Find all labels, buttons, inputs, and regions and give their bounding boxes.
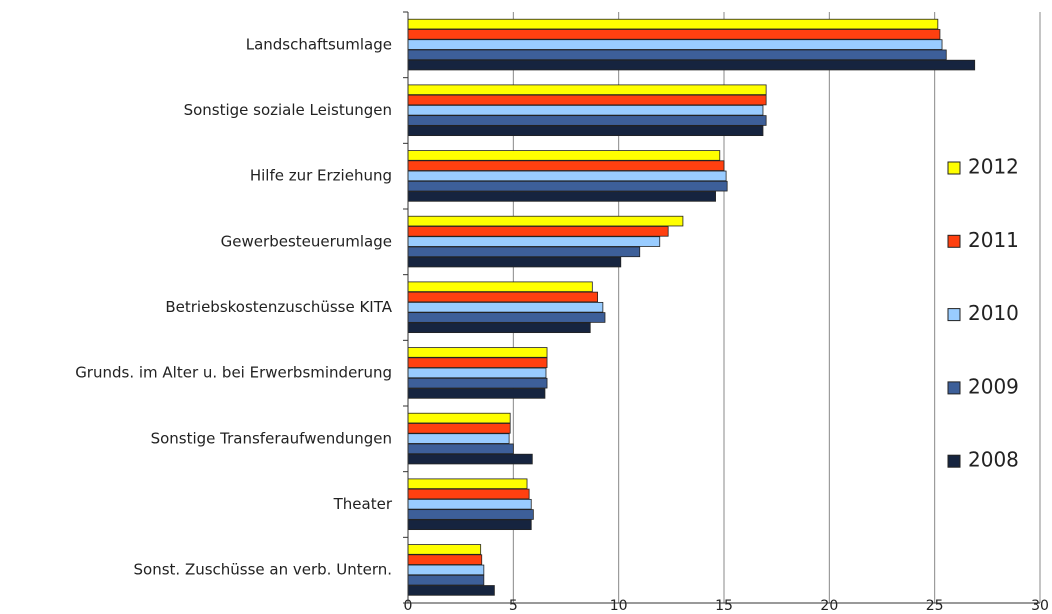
bar <box>407 554 483 565</box>
legend-label: 2011 <box>968 228 1019 252</box>
bar <box>407 170 727 182</box>
bar <box>407 150 721 161</box>
legend-swatch <box>947 381 961 395</box>
bar <box>407 519 532 531</box>
bar <box>407 443 514 455</box>
bar <box>407 94 767 106</box>
bar <box>407 160 725 171</box>
y-tick-label: Theater <box>333 495 393 513</box>
bar <box>407 125 764 137</box>
legend-label: 2008 <box>968 448 1019 472</box>
bar <box>407 180 728 192</box>
x-tick-label: 0 <box>404 598 413 614</box>
bar <box>407 312 606 323</box>
y-tick-label: Grunds. im Alter u. bei Erwerbsminderung <box>75 364 392 382</box>
bar <box>407 498 532 510</box>
bar <box>407 291 599 303</box>
bar <box>407 357 548 368</box>
x-tick-label: 15 <box>715 598 733 614</box>
x-tick-label: 10 <box>610 598 628 614</box>
legend-swatch <box>947 161 961 175</box>
legend-swatch <box>947 454 961 468</box>
bar <box>407 301 604 313</box>
bar <box>407 377 548 389</box>
bar <box>407 388 546 399</box>
bar <box>407 281 593 293</box>
legend-label: 2009 <box>968 374 1019 398</box>
x-tick-label: 5 <box>509 598 518 614</box>
bar <box>407 488 530 500</box>
bar <box>407 347 548 358</box>
bar <box>407 59 976 71</box>
bar <box>407 236 661 247</box>
bar <box>407 256 622 268</box>
y-tick-label: Sonstige soziale Leistungen <box>184 101 392 119</box>
bar <box>407 574 485 586</box>
y-tick-label: Hilfe zur Erziehung <box>250 167 392 185</box>
legend-swatch <box>947 234 961 248</box>
y-tick-label: Landschaftsumlage <box>246 35 392 53</box>
bar <box>407 453 533 465</box>
bar <box>407 29 941 40</box>
bar <box>407 215 684 227</box>
x-tick-label: 20 <box>820 598 838 614</box>
bar <box>407 322 591 334</box>
bar <box>407 49 947 61</box>
bar <box>407 367 547 379</box>
bar <box>407 564 485 576</box>
bar <box>407 39 943 50</box>
bar <box>407 509 534 520</box>
bar <box>407 104 764 116</box>
bar <box>407 246 641 258</box>
bar <box>407 84 767 96</box>
y-tick-label: Gewerbesteuerumlage <box>221 232 392 250</box>
legend-label: 2010 <box>968 301 1019 325</box>
bar <box>407 226 669 237</box>
x-tick-label: 30 <box>1031 598 1049 614</box>
bar <box>407 191 716 202</box>
bar <box>407 433 510 444</box>
y-tick-label: Sonstige Transferaufwendungen <box>151 429 392 447</box>
legend-swatch <box>947 308 961 322</box>
bar <box>407 115 767 126</box>
bar <box>407 544 482 555</box>
bar <box>407 423 511 434</box>
x-tick-label: 25 <box>926 598 944 614</box>
bar <box>407 478 528 490</box>
bar <box>407 18 939 30</box>
bar <box>407 412 511 424</box>
y-tick-label: Sonst. Zuschüsse an verb. Untern. <box>134 561 393 579</box>
bar <box>407 585 495 596</box>
y-tick-label: Betriebskostenzuschüsse KITA <box>165 298 392 316</box>
legend-label: 2012 <box>968 155 1019 179</box>
